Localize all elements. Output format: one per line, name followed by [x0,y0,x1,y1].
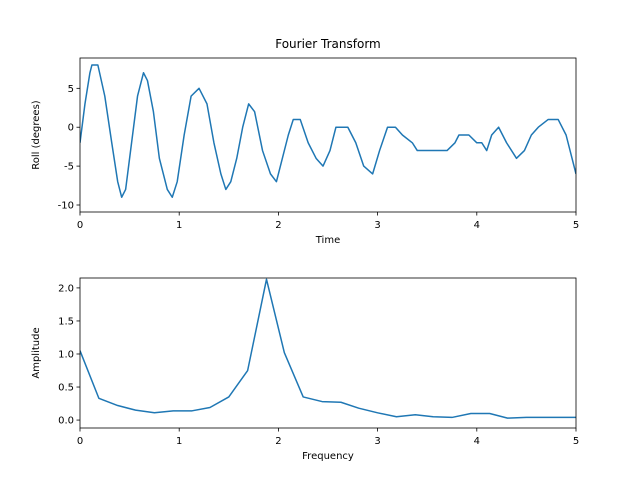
y-tick-label: 5 [68,84,74,95]
x-tick-label: 2 [275,220,281,231]
axes-frame [79,277,577,429]
y-tick-label: -10 [58,201,74,212]
y-axis-label: Roll (degrees) [31,100,42,170]
x-tick-label: 3 [374,436,380,447]
y-tick-label: 1.0 [58,349,74,360]
x-tick-label: 4 [474,220,480,231]
x-tick-label: 0 [77,436,83,447]
x-tick-label: 5 [573,220,579,231]
x-tick-label: 2 [275,436,281,447]
y-tick-label: -5 [64,162,74,173]
x-tick-label: 1 [176,220,182,231]
x-axis-label: Time [315,235,340,246]
x-tick-label: 4 [474,436,480,447]
y-tick-label: 2.0 [58,283,74,294]
y-tick-label: 0.5 [58,383,74,394]
x-tick-label: 5 [573,436,579,447]
chart-title: Fourier Transform [275,37,381,51]
y-tick-label: 1.5 [58,316,74,327]
y-axis-label: Amplitude [31,327,42,378]
data-line [80,64,576,198]
axes-frame [79,57,577,213]
x-tick-label: 1 [176,436,182,447]
y-tick-label: 0 [68,123,74,134]
x-axis-label: Frequency [302,451,354,462]
x-tick-label: 0 [77,220,83,231]
x-tick-label: 3 [374,220,380,231]
data-line [80,278,576,419]
y-tick-label: 0.0 [58,416,74,427]
